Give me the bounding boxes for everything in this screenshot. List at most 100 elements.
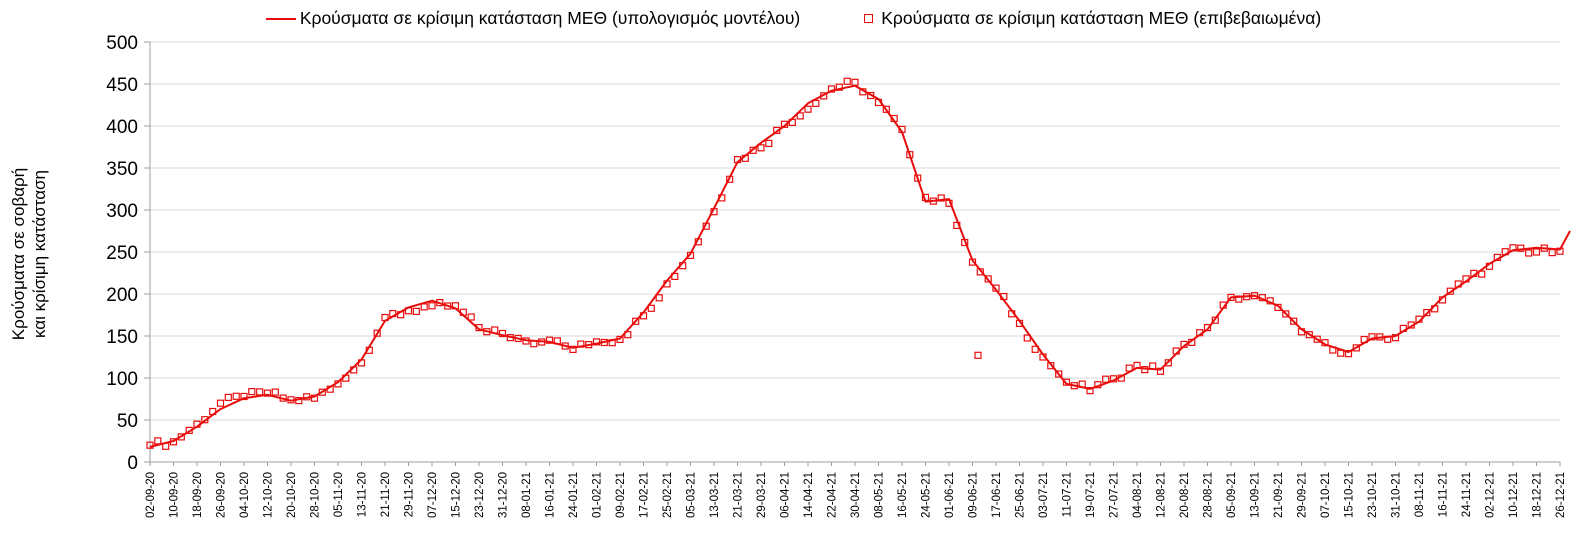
confirmed-marker [1462,275,1470,283]
x-tick-label: 30-04-21 [850,472,862,518]
x-tick-label: 14-04-21 [803,472,815,518]
confirmed-marker [1141,366,1149,374]
confirmed-marker [1102,375,1110,383]
confirmed-marker [1266,297,1274,305]
confirmed-marker [1047,362,1055,370]
x-tick-label: 12-08-21 [1156,472,1168,518]
confirmed-marker [961,238,969,247]
confirmed-marker [577,340,585,348]
confirmed-marker [921,193,930,201]
legend-label-confirmed: Κρούσματα σε κρίσιμη κατάσταση ΜΕΘ (επιβ… [881,8,1322,28]
x-tick-label: 06-04-21 [780,472,792,518]
confirmed-marker [1015,319,1024,327]
confirmed-marker [1180,340,1188,348]
confirmed-marker [209,407,217,416]
y-tick-label: 100 [106,369,138,390]
confirmed-marker [1438,296,1447,304]
confirmed-marker [232,392,240,400]
confirmed-marker [1188,338,1196,346]
x-tick-label: 15-10-21 [1344,472,1356,518]
x-tick-label: 05-03-21 [686,472,698,518]
confirmed-marker [827,85,836,93]
y-tick-label: 350 [106,159,138,180]
y-tick-label: 500 [106,33,138,54]
confirmed-marker [1023,334,1031,342]
x-tick-label: 24-11-21 [1461,472,1473,517]
x-tick-label: 24-01-21 [568,472,580,518]
confirmed-marker [1250,292,1259,300]
confirmed-marker [412,307,420,315]
confirmed-marker [1556,247,1564,255]
confirmed-marker [1243,293,1251,301]
confirmed-marker [1219,301,1227,309]
confirmed-marker [459,308,467,316]
confirmed-marker [780,120,789,128]
confirmed-marker [498,329,507,338]
confirmed-marker [1117,374,1125,382]
confirmed-marker [647,304,655,312]
confirmed-marker [835,83,843,91]
confirmed-marker [663,280,671,288]
x-tick-label: 10-09-20 [169,472,181,518]
confirmed-marker [749,146,757,154]
x-tick-label: 23-12-20 [474,472,486,518]
confirmed-marker [365,346,373,354]
y-tick-label: 50 [117,411,138,432]
confirmed-marker [201,416,209,424]
confirmed-marker [1297,328,1306,336]
x-tick-label: 21-11-20 [380,472,392,517]
confirmed-marker [1352,344,1360,352]
x-tick-label: 19-07-21 [1085,472,1097,518]
confirmed-marker [733,156,742,164]
x-tick-label: 13-09-21 [1250,472,1262,518]
confirmed-marker [694,238,702,246]
confirmed-marker [984,275,992,283]
confirmed-marker [992,284,1000,292]
x-tick-label: 15-12-20 [451,472,463,518]
confirmed-marker [248,388,256,396]
confirmed-marker [929,197,937,205]
x-tick-label: 22-04-21 [827,472,839,518]
confirmed-marker [632,317,640,325]
confirmed-marker [154,437,162,445]
confirmed-marker [1164,359,1172,367]
confirmed-marker [514,334,522,342]
confirmed-marker [1540,244,1548,252]
x-tick-label: 25-06-21 [1015,472,1027,518]
x-tick-label: 17-02-21 [639,472,651,518]
confirmed-marker [436,299,444,307]
confirmed-marker [420,303,428,311]
x-tick-label: 13-03-21 [709,472,721,518]
confirmed-marker [295,397,303,405]
confirmed-marker [639,312,648,320]
line-swatch-icon [265,17,296,20]
confirmed-marker [373,329,381,337]
confirmed-marker [1305,331,1313,339]
confirmed-marker [1031,345,1039,353]
x-tick-label: 09-02-21 [615,472,627,518]
x-tick-label: 05-09-21 [1226,472,1238,518]
confirmed-marker [569,345,577,353]
x-tick-label: 28-10-20 [310,472,322,518]
confirmed-marker [765,139,773,147]
x-tick-label: 07-10-21 [1320,472,1332,518]
confirmed-marker [1313,335,1321,343]
confirmed-marker [1399,324,1407,332]
confirmed-marker [1172,347,1180,355]
confirmed-marker [303,393,311,401]
confirmed-marker [679,262,687,270]
confirmed-marker [1485,262,1494,270]
confirmed-marker [1086,387,1094,395]
y-tick-label: 300 [106,201,138,222]
confirmed-marker [342,374,350,382]
confirmed-marker [710,208,718,216]
confirmed-marker [1055,370,1063,378]
confirmed-marker [1470,269,1478,277]
confirmed-marker [404,307,413,315]
confirmed-marker [1431,305,1439,313]
x-tick-label: 20-08-21 [1179,472,1191,518]
confirmed-marker [1423,309,1431,317]
confirmed-marker [1384,335,1392,343]
